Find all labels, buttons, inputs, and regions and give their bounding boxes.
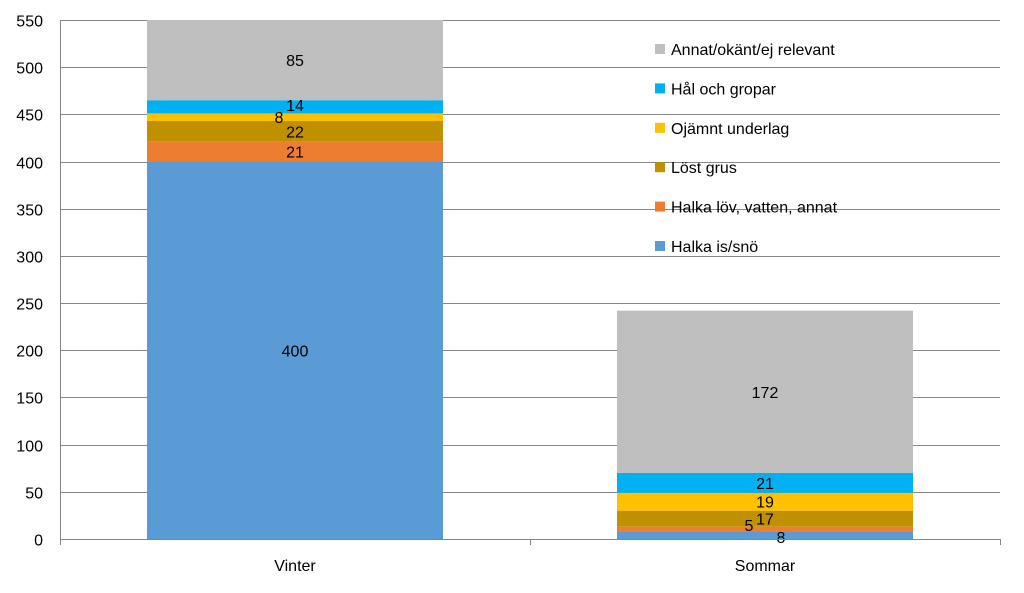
y-tick-label: 100: [16, 439, 43, 456]
x-tick-label: Sommar: [735, 558, 796, 575]
bar-segment: [617, 472, 913, 493]
bar-segment: [147, 100, 443, 114]
bar-segment: [147, 161, 443, 539]
y-tick-label: 250: [16, 297, 43, 314]
legend-label: Ojämnt underlag: [671, 121, 789, 138]
legend-label: Halka is/snö: [671, 239, 758, 256]
bar-segment: [147, 113, 443, 121]
data-label: 21: [756, 476, 774, 493]
bar-segment: [147, 141, 443, 162]
bar-segment: [147, 20, 443, 101]
legend-label: Annat/okänt/ej relevant: [671, 42, 835, 59]
bar-segment: [147, 120, 443, 142]
bar-segment: [617, 310, 913, 473]
data-label: 85: [286, 53, 304, 70]
data-label: 21: [286, 145, 304, 162]
data-label: 22: [286, 124, 304, 141]
data-label: 172: [752, 385, 779, 402]
legend-label: Hål och gropar: [671, 80, 777, 98]
y-tick-label: 150: [16, 391, 43, 408]
legend-swatch: [655, 201, 665, 212]
legend-swatch: [655, 44, 665, 54]
y-tick-label: 200: [16, 344, 43, 361]
data-label: 14: [286, 98, 304, 115]
data-label: 5: [745, 518, 754, 535]
data-label: 400: [282, 343, 309, 360]
y-tick-label: 0: [34, 533, 43, 550]
data-label: 8: [275, 110, 284, 127]
legend: Annat/okänt/ej relevant Hål och gropar Ojä…: [655, 42, 838, 256]
data-label: 19: [756, 495, 774, 512]
x-tick-label: Vinter: [274, 558, 316, 575]
y-tick-label: 500: [16, 61, 43, 78]
legend-swatch: [655, 162, 665, 173]
y-tick-label: 550: [16, 14, 43, 31]
bars: [147, 20, 913, 539]
y-tick-label: 400: [16, 156, 43, 173]
y-tick-label: 50: [25, 486, 43, 503]
bar-segment: [617, 492, 913, 511]
legend-swatch: [655, 241, 665, 251]
data-label: 17: [756, 512, 774, 529]
legend-swatch: [655, 83, 665, 94]
bar-segment: [617, 510, 913, 527]
legend-label: Halka löv, vatten, annat: [671, 200, 838, 217]
axes: 0 50 100 150 200 250 300 350 400 450 500 550 Vinter S…: [16, 14, 1001, 575]
bar-segment: [617, 526, 913, 532]
y-tick-label: 350: [16, 203, 43, 220]
bar-segment: [617, 531, 913, 539]
y-tick-label: 450: [16, 108, 43, 125]
y-tick-label: 300: [16, 250, 43, 267]
data-label: 8: [777, 530, 786, 547]
legend-swatch: [655, 122, 665, 133]
legend-label: Löst grus: [671, 160, 737, 177]
